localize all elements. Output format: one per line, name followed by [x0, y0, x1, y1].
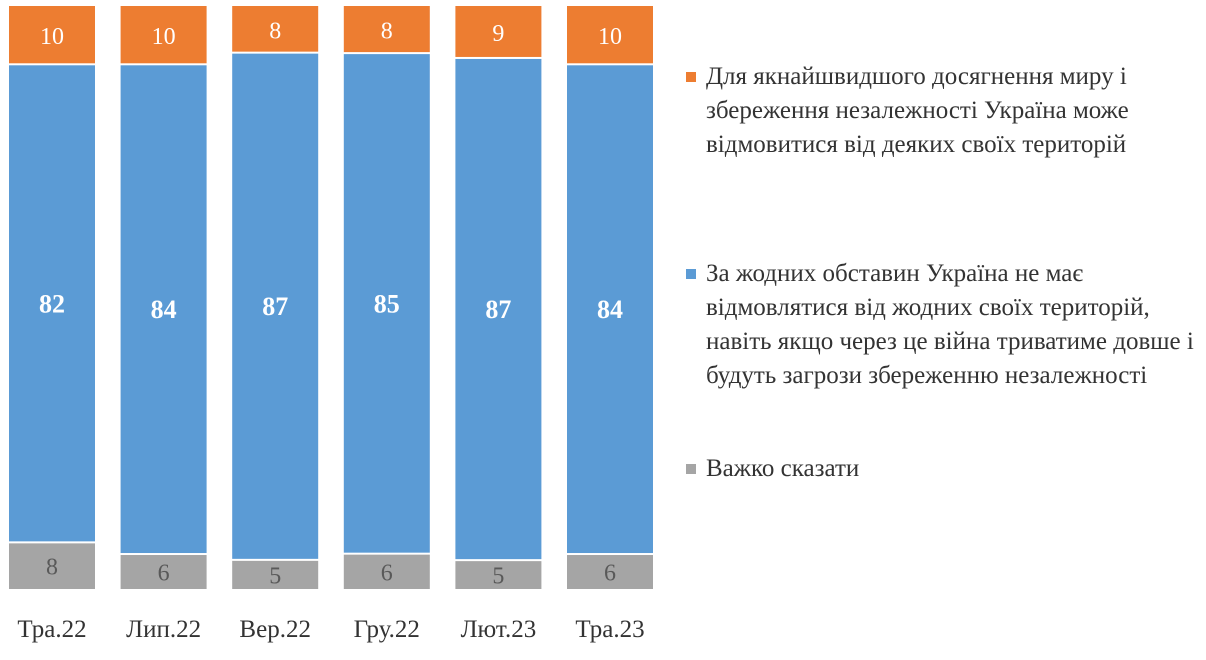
bar-segment-1-4 — [455, 58, 542, 560]
data-label-2-4: 9 — [492, 21, 504, 47]
data-label-1-3: 85 — [374, 289, 400, 318]
bar-segment-0-0 — [9, 543, 95, 589]
data-label-1-5: 84 — [597, 295, 623, 324]
legend-label-2: Важко сказати — [706, 455, 860, 482]
data-label-2-1: 10 — [152, 24, 176, 50]
data-label-2-3: 8 — [381, 19, 393, 45]
bar-segment-2-2 — [232, 6, 319, 52]
data-label-2-0: 10 — [40, 24, 64, 50]
legend-label-0: Для якнайшвидшого досягнення миру і збер… — [706, 63, 1129, 158]
legend-swatch-2 — [686, 464, 696, 474]
data-label-0-1: 6 — [158, 561, 170, 587]
bar-segment-2-5 — [567, 6, 653, 64]
data-label-0-5: 6 — [604, 561, 616, 587]
x-tick-label-5: Тра.23 — [575, 616, 644, 643]
data-label-1-4: 87 — [485, 295, 511, 324]
bar-segment-2-1 — [120, 6, 207, 64]
bar-segment-1-0 — [9, 65, 95, 542]
data-label-0-4: 5 — [492, 564, 504, 590]
data-label-1-0: 82 — [39, 289, 65, 318]
bar-segment-0-3 — [343, 554, 430, 589]
data-label-1-1: 84 — [151, 295, 177, 324]
bar-segment-0-5 — [567, 555, 653, 589]
legend-item-2: Важко сказати — [686, 452, 1196, 486]
data-label-1-2: 87 — [262, 292, 288, 321]
bar-segment-0-1 — [120, 555, 207, 589]
x-tick-label-1: Лип.22 — [126, 616, 201, 643]
legend-swatch-0 — [686, 72, 696, 82]
legend-swatch-1 — [686, 269, 696, 279]
legend-item-0: Для якнайшвидшого досягнення миру і збер… — [686, 60, 1196, 162]
x-tick-label-3: Гру.22 — [354, 616, 420, 643]
data-label-0-0: 8 — [46, 555, 58, 581]
bar-segment-2-0 — [9, 6, 95, 64]
bar-segment-1-3 — [343, 54, 430, 553]
legend-label-1: За жодних обставин Україна не має відмов… — [706, 260, 1194, 389]
x-tick-label-0: Тра.22 — [17, 616, 86, 643]
bar-segment-2-4 — [455, 6, 542, 57]
bar-segment-0-2 — [232, 560, 319, 589]
data-label-0-3: 6 — [381, 560, 393, 586]
legend-item-1: За жодних обставин Україна не має відмов… — [686, 257, 1196, 393]
x-tick-label-4: Лют.23 — [461, 616, 537, 643]
data-label-0-2: 5 — [269, 563, 281, 589]
bar-segment-1-2 — [232, 53, 319, 559]
bar-segment-1-5 — [567, 65, 653, 554]
bar-segment-2-3 — [343, 6, 430, 53]
bar-segment-1-1 — [120, 65, 207, 554]
bar-segment-0-4 — [455, 561, 542, 589]
data-label-2-5: 10 — [598, 24, 622, 50]
data-label-2-2: 8 — [269, 18, 281, 44]
x-tick-label-2: Вер.22 — [239, 616, 311, 643]
